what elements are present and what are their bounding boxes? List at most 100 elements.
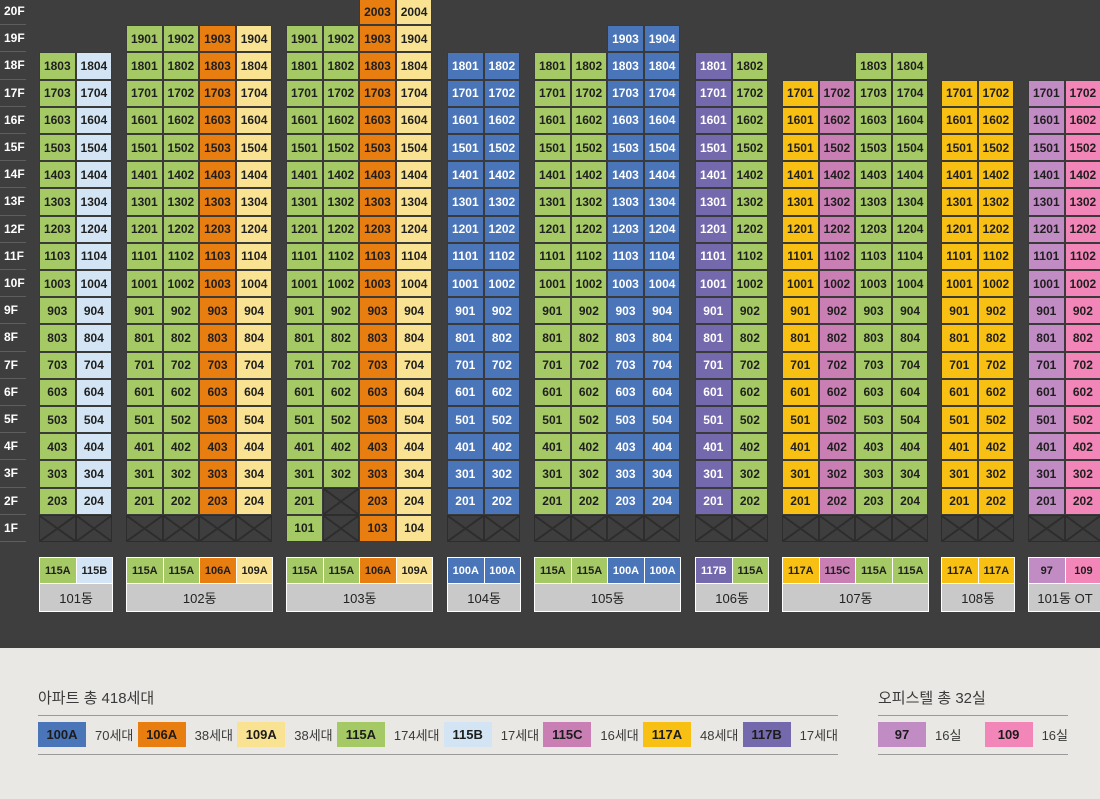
unit-cell[interactable]: 801	[126, 324, 163, 352]
unit-cell[interactable]: 504	[891, 406, 929, 434]
unit-cell[interactable]: 1804	[395, 52, 433, 80]
unit-cell[interactable]: 1202	[1064, 215, 1100, 243]
unit-cell[interactable]: 604	[643, 378, 681, 406]
unit-cell[interactable]: 403	[359, 433, 396, 461]
unit-cell[interactable]: 801	[695, 324, 732, 352]
unit-cell[interactable]: 204	[395, 487, 433, 515]
unit-cell[interactable]: 1903	[199, 25, 236, 53]
unit-cell[interactable]: 802	[977, 324, 1015, 352]
unit-cell[interactable]: 1804	[891, 52, 929, 80]
unit-cell[interactable]: 401	[286, 433, 323, 461]
unit-cell[interactable]: 202	[818, 487, 856, 515]
unit-cell[interactable]: 204	[235, 487, 273, 515]
unit-cell[interactable]: 704	[395, 351, 433, 379]
unit-cell[interactable]: 302	[483, 460, 521, 488]
unit-cell[interactable]: 701	[695, 351, 732, 379]
unit-cell[interactable]: 603	[39, 378, 76, 406]
unit-cell[interactable]: 303	[39, 460, 76, 488]
unit-cell[interactable]: 603	[855, 378, 892, 406]
unit-cell[interactable]: 1303	[359, 188, 396, 216]
unit-cell[interactable]: 1502	[483, 134, 521, 162]
unit-cell[interactable]: 104	[395, 514, 433, 542]
unit-cell[interactable]: 701	[447, 351, 484, 379]
unit-cell[interactable]: 902	[322, 297, 360, 325]
unit-cell[interactable]: 901	[1028, 297, 1065, 325]
unit-cell[interactable]: 1903	[607, 25, 644, 53]
unit-cell[interactable]: 1001	[126, 270, 163, 298]
unit-cell[interactable]: 1503	[39, 134, 76, 162]
unit-cell[interactable]: 401	[447, 433, 484, 461]
unit-cell[interactable]: 1802	[162, 52, 200, 80]
unit-cell[interactable]: 801	[447, 324, 484, 352]
unit-cell[interactable]: 1701	[447, 79, 484, 107]
unit-cell[interactable]: 203	[359, 487, 396, 515]
unit-cell[interactable]: 402	[818, 433, 856, 461]
unit-cell[interactable]: 1301	[1028, 188, 1065, 216]
unit-cell[interactable]: 402	[977, 433, 1015, 461]
unit-cell[interactable]: 1802	[570, 52, 608, 80]
unit-cell[interactable]: 1601	[126, 106, 163, 134]
unit-cell[interactable]: 1102	[1064, 242, 1100, 270]
unit-cell[interactable]: 901	[534, 297, 571, 325]
unit-cell[interactable]: 204	[643, 487, 681, 515]
unit-cell[interactable]: 1301	[941, 188, 978, 216]
unit-cell[interactable]: 1303	[855, 188, 892, 216]
unit-cell[interactable]: 103	[359, 514, 396, 542]
unit-cell[interactable]: 1504	[235, 134, 273, 162]
unit-cell[interactable]: 404	[75, 433, 113, 461]
unit-cell[interactable]: 1101	[782, 242, 819, 270]
unit-cell[interactable]: 1202	[731, 215, 769, 243]
unit-cell[interactable]: 1702	[570, 79, 608, 107]
unit-cell[interactable]: 1301	[447, 188, 484, 216]
unit-cell[interactable]: 1004	[891, 270, 929, 298]
unit-cell[interactable]: 902	[1064, 297, 1100, 325]
unit-cell[interactable]: 1801	[695, 52, 732, 80]
unit-cell[interactable]: 602	[322, 378, 360, 406]
unit-cell[interactable]: 902	[570, 297, 608, 325]
unit-cell[interactable]: 1304	[75, 188, 113, 216]
unit-cell[interactable]: 1201	[126, 215, 163, 243]
unit-cell[interactable]: 604	[891, 378, 929, 406]
unit-cell[interactable]: 1801	[447, 52, 484, 80]
unit-cell[interactable]: 1602	[162, 106, 200, 134]
unit-cell[interactable]: 1302	[818, 188, 856, 216]
unit-cell[interactable]: 1701	[782, 79, 819, 107]
unit-cell[interactable]: 701	[782, 351, 819, 379]
unit-cell[interactable]: 704	[75, 351, 113, 379]
unit-cell[interactable]: 202	[162, 487, 200, 515]
unit-cell[interactable]: 602	[731, 378, 769, 406]
unit-cell[interactable]: 1203	[359, 215, 396, 243]
unit-cell[interactable]: 201	[695, 487, 732, 515]
unit-cell[interactable]: 1404	[235, 161, 273, 189]
unit-cell[interactable]: 1702	[162, 79, 200, 107]
unit-cell[interactable]: 904	[891, 297, 929, 325]
unit-cell[interactable]: 1503	[855, 134, 892, 162]
unit-cell[interactable]: 1001	[695, 270, 732, 298]
unit-cell[interactable]: 1502	[570, 134, 608, 162]
unit-cell[interactable]: 1001	[941, 270, 978, 298]
unit-cell[interactable]: 301	[941, 460, 978, 488]
unit-cell[interactable]: 1601	[447, 106, 484, 134]
unit-cell[interactable]: 1201	[695, 215, 732, 243]
unit-cell[interactable]: 1101	[1028, 242, 1065, 270]
unit-cell[interactable]: 302	[818, 460, 856, 488]
unit-cell[interactable]: 704	[643, 351, 681, 379]
unit-cell[interactable]: 1602	[977, 106, 1015, 134]
unit-cell[interactable]: 1701	[941, 79, 978, 107]
unit-cell[interactable]: 201	[447, 487, 484, 515]
unit-cell[interactable]: 602	[1064, 378, 1100, 406]
unit-cell[interactable]: 504	[643, 406, 681, 434]
unit-cell[interactable]: 302	[162, 460, 200, 488]
unit-cell[interactable]: 504	[235, 406, 273, 434]
unit-cell[interactable]: 1702	[322, 79, 360, 107]
unit-cell[interactable]: 1501	[782, 134, 819, 162]
unit-cell[interactable]: 703	[359, 351, 396, 379]
unit-cell[interactable]: 504	[395, 406, 433, 434]
unit-cell[interactable]: 1101	[941, 242, 978, 270]
unit-cell[interactable]: 1702	[818, 79, 856, 107]
unit-cell[interactable]: 1001	[1028, 270, 1065, 298]
unit-cell[interactable]: 501	[941, 406, 978, 434]
unit-cell[interactable]: 1404	[395, 161, 433, 189]
unit-cell[interactable]: 1603	[359, 106, 396, 134]
unit-cell[interactable]: 501	[286, 406, 323, 434]
